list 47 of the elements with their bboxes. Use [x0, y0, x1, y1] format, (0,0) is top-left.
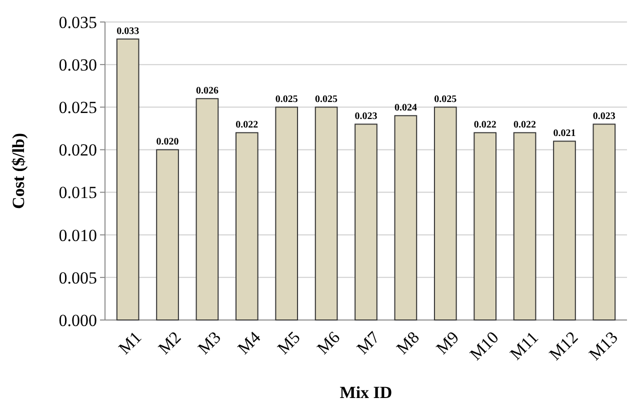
x-tick-label: M2 — [154, 328, 185, 358]
bar — [354, 124, 378, 320]
x-axis-title: Mix ID — [340, 383, 392, 402]
x-tick-label: M3 — [194, 328, 224, 358]
bar — [235, 132, 258, 320]
data-label: 0.033 — [116, 26, 140, 38]
y-tick-label: 0.020 — [58, 140, 97, 160]
bar — [314, 106, 338, 320]
x-tick-label: M6 — [313, 328, 344, 358]
y-tick-label: 0.010 — [58, 226, 97, 245]
data-label: 0.025 — [434, 94, 457, 106]
x-tick-label: M11 — [506, 328, 542, 364]
bar — [394, 115, 418, 320]
x-tick-label: M7 — [353, 327, 384, 358]
bar — [156, 149, 179, 320]
bar — [434, 106, 457, 320]
bar — [116, 38, 140, 320]
data-label: 0.026 — [196, 86, 218, 97]
y-tick-label: 0.005 — [58, 268, 97, 288]
x-tick-label: M4 — [234, 327, 265, 358]
y-axis-title: Cost ($/lb) — [9, 132, 28, 210]
bar — [275, 106, 298, 320]
data-label: 0.025 — [275, 94, 298, 106]
y-tick-label: 0.015 — [58, 183, 97, 202]
y-tick-label: 0.035 — [58, 12, 97, 32]
bar — [474, 132, 497, 320]
data-label: 0.022 — [514, 120, 536, 131]
bar — [196, 98, 219, 320]
x-tick-label: M13 — [585, 328, 622, 364]
bar — [513, 132, 536, 320]
y-tick-label: 0.030 — [58, 56, 97, 75]
x-tick-label: M8 — [392, 328, 423, 358]
data-label: 0.023 — [592, 111, 616, 122]
x-tick-label: M5 — [274, 328, 304, 358]
data-label: 0.023 — [354, 111, 378, 122]
data-label: 0.020 — [156, 136, 179, 148]
x-tick-label: M1 — [114, 328, 146, 358]
bar — [553, 140, 576, 320]
bar — [592, 124, 616, 320]
y-tick-label: 0.000 — [58, 310, 97, 330]
y-tick-label: 0.025 — [58, 98, 97, 118]
x-tick-label: M9 — [432, 328, 463, 358]
data-label: 0.024 — [394, 102, 417, 114]
data-label: 0.022 — [474, 120, 496, 131]
data-label: 0.022 — [236, 120, 258, 131]
data-label: 0.021 — [553, 128, 576, 140]
data-label: 0.025 — [315, 94, 338, 106]
